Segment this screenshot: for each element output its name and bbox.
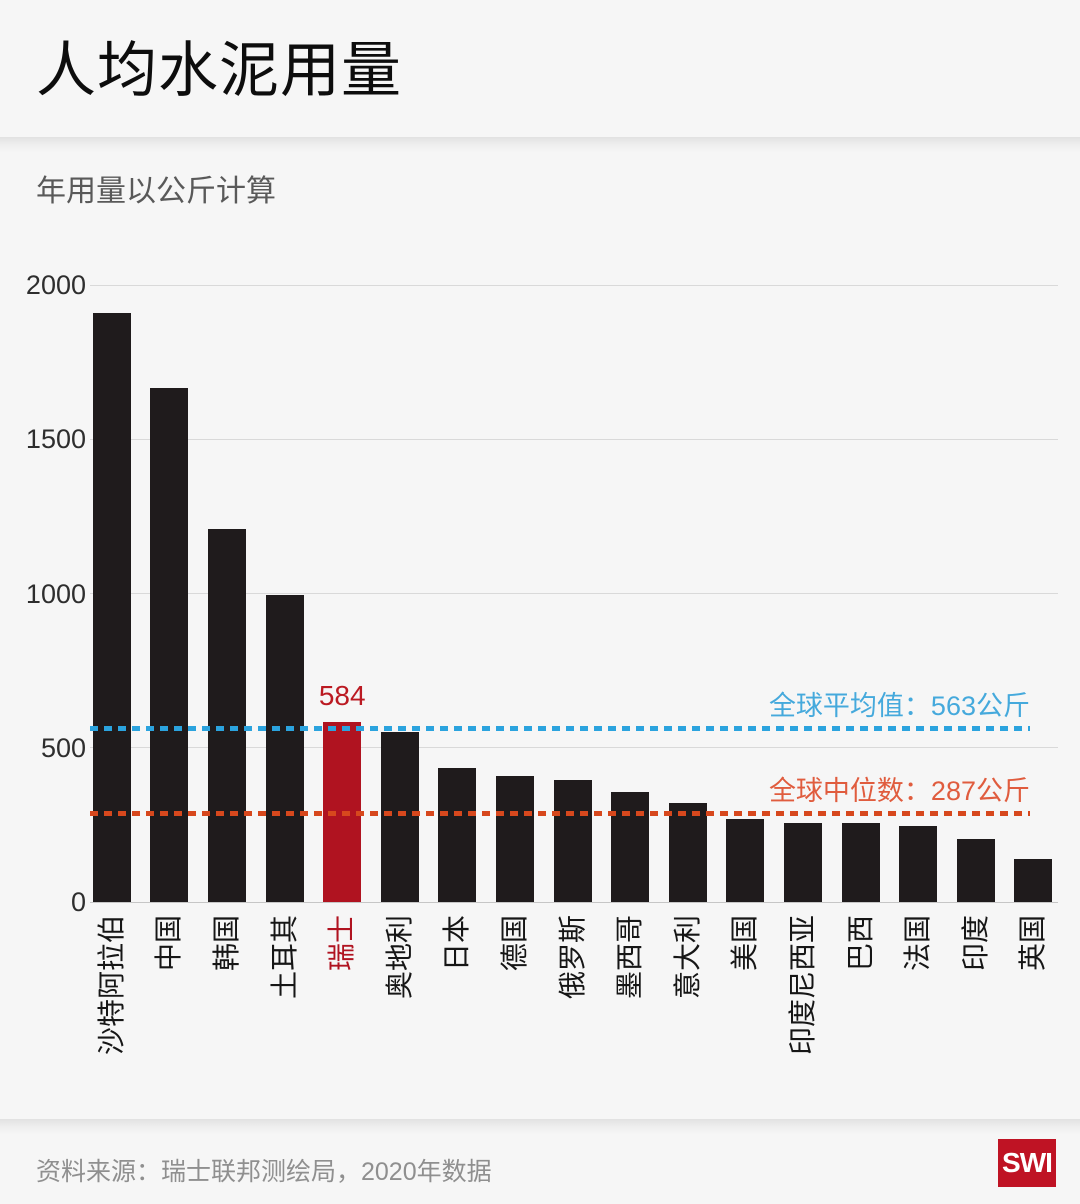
bar bbox=[726, 818, 765, 902]
y-axis-tick-label: 1500 bbox=[25, 424, 86, 455]
x-axis-category-label: 奥地利 bbox=[383, 915, 415, 1000]
bar bbox=[208, 528, 246, 902]
bar bbox=[92, 312, 131, 902]
x-axis-category-label: 沙特阿拉伯 bbox=[95, 915, 127, 1056]
x-axis-category-label: 巴西 bbox=[844, 915, 876, 972]
global-average-label: 全球平均值：563公斤 bbox=[768, 691, 1030, 722]
bar bbox=[899, 826, 938, 902]
bar bbox=[438, 767, 477, 902]
chart-subtitle: 年用量以公斤计算 bbox=[36, 175, 276, 208]
bar bbox=[784, 822, 822, 902]
bar bbox=[150, 388, 189, 902]
global-average-line bbox=[90, 725, 1030, 731]
bar bbox=[496, 775, 534, 902]
page-title: 人均水泥用量 bbox=[36, 37, 402, 104]
footer-divider bbox=[0, 1119, 1080, 1141]
gridline bbox=[90, 284, 1058, 286]
bar bbox=[380, 732, 419, 902]
bar bbox=[611, 792, 650, 902]
x-axis-category-label: 日本 bbox=[441, 915, 473, 972]
x-axis-category-label: 印度 bbox=[959, 915, 991, 972]
x-axis-category-label: 印度尼西亚 bbox=[787, 915, 818, 1056]
x-axis-line bbox=[90, 901, 1058, 903]
y-axis-tick-label: 1000 bbox=[25, 578, 86, 609]
x-axis-category-label: 韩国 bbox=[211, 915, 242, 972]
highlight-value-label: 584 bbox=[318, 679, 366, 711]
bar bbox=[956, 838, 995, 902]
gridline bbox=[90, 747, 1058, 749]
x-axis-category-label: 俄罗斯 bbox=[556, 915, 588, 1000]
x-axis-category-label: 德国 bbox=[499, 915, 530, 972]
global-median-line bbox=[90, 810, 1030, 816]
x-axis-category-label: 土耳其 bbox=[268, 915, 300, 1000]
x-axis-category-label: 意大利 bbox=[671, 915, 703, 1000]
gridline bbox=[90, 438, 1058, 440]
bar bbox=[1014, 858, 1053, 902]
x-axis-category-label: 英国 bbox=[1017, 915, 1049, 972]
y-axis-tick-label: 500 bbox=[40, 732, 86, 763]
source-credit: 资料来源：瑞士联邦测绘局，2020年数据 bbox=[36, 1158, 492, 1186]
y-axis-tick-label: 2000 bbox=[25, 270, 86, 300]
bar bbox=[841, 823, 880, 902]
global-median-label: 全球中位数：287公斤 bbox=[768, 776, 1030, 807]
x-axis-category-label: 法国 bbox=[902, 915, 934, 972]
swi-logo: SWI bbox=[998, 1139, 1056, 1187]
bar bbox=[553, 780, 592, 902]
x-axis-category-label: 中国 bbox=[153, 915, 185, 972]
x-axis-category-label: 美国 bbox=[729, 915, 761, 972]
x-axis-category-label: 墨西哥 bbox=[614, 915, 646, 1000]
gridline bbox=[90, 593, 1058, 594]
header-divider bbox=[0, 137, 1080, 159]
y-axis-tick-label: 0 bbox=[70, 887, 86, 917]
bar bbox=[668, 803, 707, 902]
bar bbox=[265, 595, 304, 902]
x-axis-category-label: 瑞士 bbox=[326, 915, 358, 972]
